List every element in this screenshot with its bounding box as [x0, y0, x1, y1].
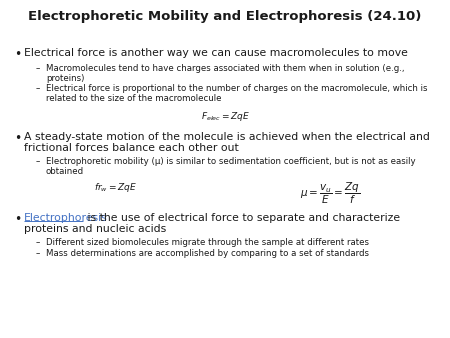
Text: –: –	[36, 64, 40, 73]
Text: –: –	[36, 84, 40, 93]
Text: proteins and nucleic acids: proteins and nucleic acids	[24, 224, 166, 234]
Text: Electrophoretic Mobility and Electrophoresis (24.10): Electrophoretic Mobility and Electrophor…	[28, 10, 422, 23]
Text: $F_{elec} = ZqE$: $F_{elec} = ZqE$	[201, 110, 249, 123]
Text: •: •	[14, 48, 21, 61]
Text: Mass determinations are accomplished by comparing to a set of standards: Mass determinations are accomplished by …	[46, 249, 369, 258]
Text: Electrophoretic mobility (μ) is similar to sedimentation coefficient, but is not: Electrophoretic mobility (μ) is similar …	[46, 157, 416, 166]
Text: obtained: obtained	[46, 167, 84, 176]
Text: Electrical force is another way we can cause macromolecules to move: Electrical force is another way we can c…	[24, 48, 408, 58]
Text: A steady-state motion of the molecule is achieved when the electrical and: A steady-state motion of the molecule is…	[24, 132, 430, 142]
Text: Different sized biomolecules migrate through the sample at different rates: Different sized biomolecules migrate thr…	[46, 238, 369, 247]
Text: •: •	[14, 132, 21, 145]
Text: $\mu = \dfrac{v_u}{E} = \dfrac{Zq}{f}$: $\mu = \dfrac{v_u}{E} = \dfrac{Zq}{f}$	[300, 181, 360, 206]
Text: frictional forces balance each other out: frictional forces balance each other out	[24, 143, 239, 153]
Text: proteins): proteins)	[46, 74, 85, 83]
Text: –: –	[36, 249, 40, 258]
Text: •: •	[14, 213, 21, 226]
Text: Electrophoresis: Electrophoresis	[24, 213, 108, 223]
Text: is the use of electrical force to separate and characterize: is the use of electrical force to separa…	[84, 213, 400, 223]
Text: Electrical force is proportional to the number of charges on the macromolecule, : Electrical force is proportional to the …	[46, 84, 427, 93]
Text: –: –	[36, 157, 40, 166]
Text: related to the size of the macromolecule: related to the size of the macromolecule	[46, 94, 221, 103]
Text: –: –	[36, 238, 40, 247]
Text: Macromolecules tend to have charges associated with them when in solution (e.g.,: Macromolecules tend to have charges asso…	[46, 64, 405, 73]
Text: $fr_w = ZqE$: $fr_w = ZqE$	[94, 181, 136, 194]
